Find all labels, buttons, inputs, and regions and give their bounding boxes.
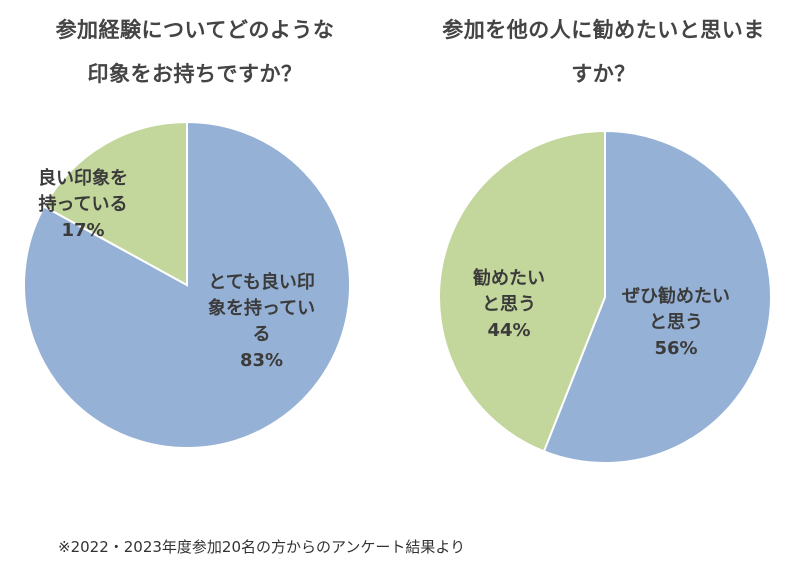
chart-title-line-1: 参加を他の人に勧めたいと思いま: [442, 18, 765, 42]
slice-percent: 17%: [61, 220, 105, 241]
slice-label-definitely: ぜひ勧めたい と思う 56%: [622, 284, 730, 362]
slice-label-line: と思う: [482, 294, 536, 315]
chart-recommend: 参加を他の人に勧めたいと思いま すか？ ぜひ勧めたい と思う 56% 勧めたい …: [400, 0, 807, 520]
chart-title: 参加経験についてどのような 印象をお持ちですか？: [0, 8, 390, 96]
slice-label-good: 良い印象を 持っている 17%: [38, 166, 128, 244]
slice-percent: 44%: [487, 320, 531, 341]
slice-percent: 83%: [240, 350, 284, 371]
chart-title-line-2: すか？: [571, 62, 636, 86]
pie-slice-0: [542, 129, 772, 464]
pie-slice-1: [438, 129, 606, 453]
footnote: ※2022・2023年度参加20名の方からのアンケート結果より: [58, 538, 466, 556]
chart-title-line-2: 印象をお持ちですか？: [87, 62, 303, 86]
chart-experience-impression: 参加経験についてどのような 印象をお持ちですか？ とても良い印 象を持ってい る…: [0, 0, 390, 520]
slice-label-line: 良い印象を: [38, 168, 128, 189]
slice-label-line: とても良い印: [208, 272, 315, 293]
slice-label-line: 勧めたい: [473, 268, 545, 289]
slice-label-line: と思う: [649, 312, 703, 333]
slice-label-line: ぜひ勧めたい: [622, 286, 730, 307]
pie-chart: [23, 120, 351, 449]
pie-chart: [438, 129, 772, 464]
chart-title-line-1: 参加経験についてどのような: [55, 18, 335, 42]
chart-title: 参加を他の人に勧めたいと思いま すか？: [400, 8, 807, 96]
slice-label-line: 持っている: [38, 194, 128, 215]
slice-percent: 56%: [654, 338, 698, 359]
slice-label-line: る: [252, 324, 271, 345]
pie-slice-1: [42, 120, 188, 287]
slice-label-line: 象を持ってい: [208, 298, 316, 319]
slice-label-would: 勧めたい と思う 44%: [473, 266, 545, 344]
slice-label-very-good: とても良い印 象を持ってい る 83%: [208, 270, 315, 374]
